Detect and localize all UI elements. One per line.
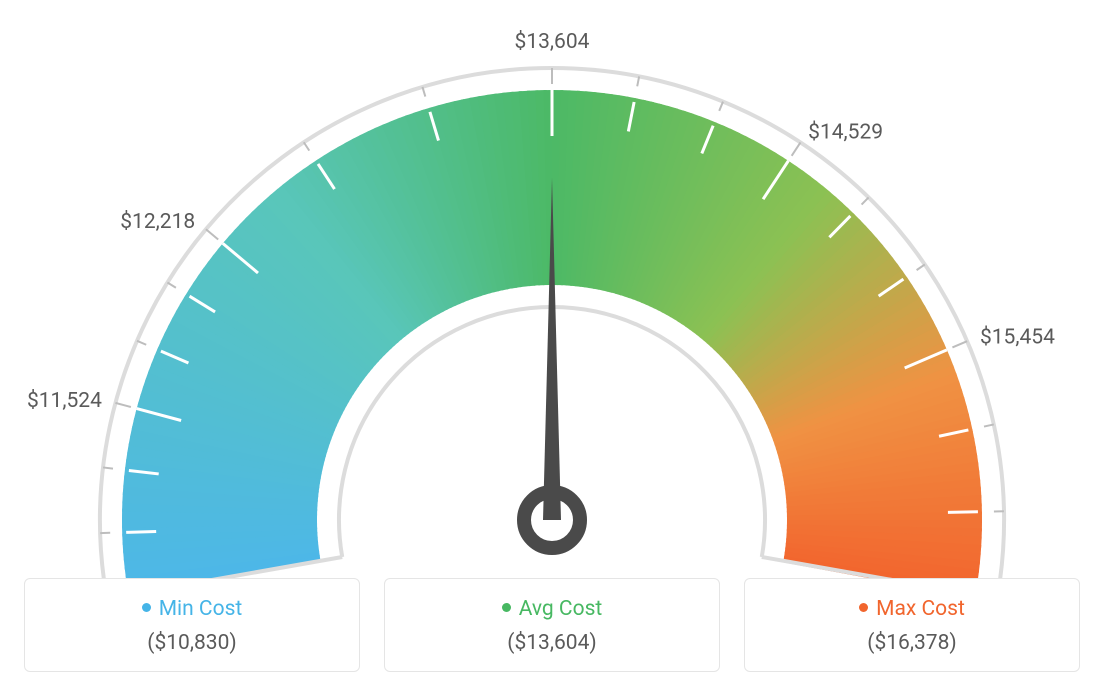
legend-card-max: Max Cost ($16,378)	[744, 578, 1080, 672]
gauge-tick-label: $13,604	[515, 30, 590, 54]
legend-title-text: Max Cost	[876, 597, 965, 621]
legend-row: Min Cost ($10,830) Avg Cost ($13,604) Max Co…	[24, 578, 1080, 672]
gauge-tick-label: $11,524	[27, 389, 102, 413]
legend-title: Avg Cost	[385, 597, 719, 621]
gauge-chart: $10,830$11,524$12,218$13,604$14,529$15,4…	[0, 20, 1104, 580]
legend-dot-icon	[859, 603, 868, 612]
gauge-tick-label: $15,454	[980, 326, 1055, 350]
legend-card-avg: Avg Cost ($13,604)	[384, 578, 720, 672]
legend-title: Max Cost	[745, 597, 1079, 621]
legend-value: ($13,604)	[385, 631, 719, 655]
legend-dot-icon	[502, 603, 511, 612]
legend-card-min: Min Cost ($10,830)	[24, 578, 360, 672]
legend-title-text: Avg Cost	[519, 597, 603, 621]
gauge-tick-label: $14,529	[808, 121, 883, 145]
legend-dot-icon	[142, 603, 151, 612]
gauge-container: $10,830$11,524$12,218$13,604$14,529$15,4…	[0, 0, 1104, 560]
legend-title-text: Min Cost	[159, 597, 243, 621]
legend-value: ($16,378)	[745, 631, 1079, 655]
legend-title: Min Cost	[25, 597, 359, 621]
gauge-tick-label: $12,218	[120, 210, 195, 234]
legend-value: ($10,830)	[25, 631, 359, 655]
